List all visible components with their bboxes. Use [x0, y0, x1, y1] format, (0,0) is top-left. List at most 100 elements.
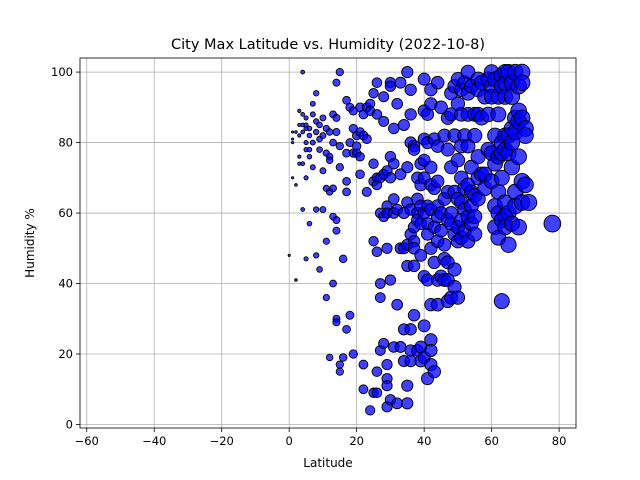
data-point [516, 127, 534, 144]
data-point [316, 146, 323, 153]
data-point [303, 122, 309, 128]
data-point [401, 161, 414, 174]
data-point [401, 397, 414, 410]
data-point [516, 176, 534, 194]
data-point [297, 108, 302, 113]
points-layer [287, 63, 562, 416]
data-point [404, 323, 417, 336]
data-point [404, 83, 417, 96]
data-point [332, 113, 341, 122]
data-point [303, 139, 309, 146]
data-point [388, 122, 400, 135]
data-point [381, 242, 393, 254]
data-point [543, 214, 562, 233]
data-point [368, 158, 379, 169]
data-point [300, 207, 306, 212]
data-point [440, 142, 455, 157]
data-point [394, 341, 407, 353]
data-point [368, 236, 379, 247]
x-tick-label: 20 [349, 434, 364, 448]
x-tick-label: 0 [286, 434, 293, 448]
x-tick-label: 80 [552, 434, 567, 448]
data-point [300, 161, 306, 167]
data-point [319, 206, 327, 213]
data-point [325, 128, 334, 136]
data-point [520, 194, 538, 211]
data-point [294, 130, 298, 134]
data-point [329, 184, 337, 193]
data-point [319, 167, 327, 175]
data-point [401, 379, 414, 392]
data-point [294, 183, 298, 187]
x-tick-label: −60 [75, 434, 99, 448]
x-axis-label: Latitude [303, 456, 352, 470]
data-point [309, 111, 316, 118]
data-point [306, 132, 313, 139]
data-point [309, 100, 316, 107]
data-point [378, 337, 390, 349]
y-tick-label: 100 [51, 65, 73, 79]
data-point [388, 193, 400, 205]
data-point [371, 77, 383, 88]
data-point [297, 154, 302, 159]
data-point [401, 66, 414, 79]
data-point [300, 69, 306, 75]
y-tick-label: 20 [58, 347, 73, 361]
data-point [384, 274, 397, 286]
data-point [371, 246, 383, 258]
data-point [306, 153, 313, 160]
data-point [434, 100, 448, 115]
data-point [404, 108, 417, 121]
data-point [493, 293, 510, 310]
data-point [332, 127, 341, 137]
data-point [388, 157, 400, 170]
data-point [332, 226, 341, 235]
data-point [313, 206, 320, 213]
data-point [368, 88, 379, 99]
data-point [325, 353, 334, 362]
data-point [381, 359, 393, 371]
data-point [427, 364, 441, 379]
data-point [345, 310, 355, 320]
data-point [371, 366, 383, 377]
data-point [309, 164, 316, 171]
data-point [430, 174, 445, 189]
data-point [358, 384, 369, 395]
data-point [365, 405, 376, 416]
data-point [335, 360, 344, 369]
data-point [437, 237, 452, 252]
data-point [332, 216, 341, 225]
data-point [355, 151, 365, 162]
data-point [319, 132, 327, 139]
data-point [430, 75, 445, 90]
data-point [414, 248, 428, 262]
data-point [303, 256, 309, 262]
data-point [450, 290, 466, 305]
data-point [342, 95, 351, 105]
data-point [384, 172, 397, 184]
data-point [316, 266, 323, 273]
data-point [371, 387, 383, 399]
data-point [335, 367, 344, 376]
plot-frame [79, 57, 577, 429]
data-point [450, 153, 466, 168]
x-tick-label: 40 [417, 434, 432, 448]
data-point [424, 343, 438, 358]
tick-layer: −60 −40 −20 0 20 40 60 80 0 20 40 60 80 100 [51, 65, 566, 448]
data-point [322, 237, 330, 245]
data-point [417, 319, 431, 333]
data-point [467, 128, 483, 144]
data-point [391, 97, 403, 110]
data-point [300, 129, 306, 135]
data-point [291, 141, 295, 145]
data-point [329, 279, 337, 288]
data-point [342, 324, 351, 334]
data-point [303, 175, 309, 181]
data-point [335, 163, 344, 172]
data-point [316, 121, 323, 129]
data-point [513, 74, 531, 92]
data-point [460, 138, 476, 154]
data-point [378, 115, 390, 127]
